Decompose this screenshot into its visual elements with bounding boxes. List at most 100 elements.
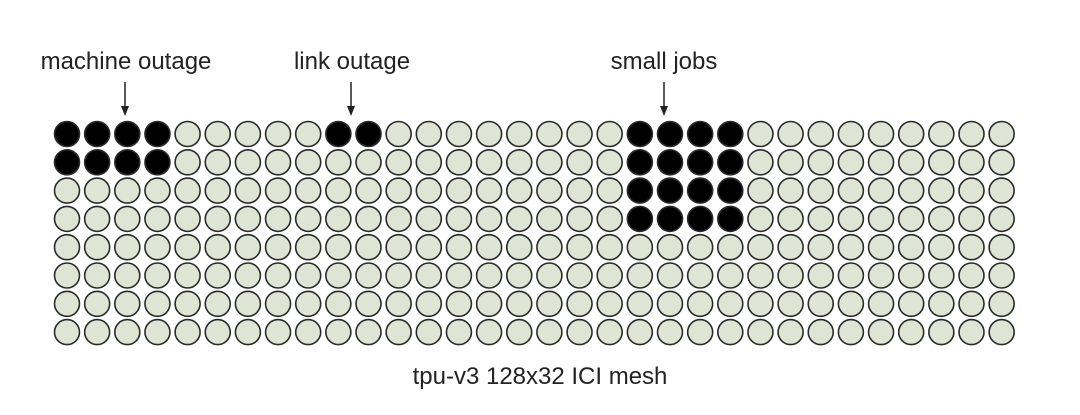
mesh-node: [475, 290, 503, 318]
mesh-node: [475, 262, 503, 289]
mesh-node-machine-outage: [114, 120, 141, 148]
mesh-node: [837, 318, 865, 346]
mesh-node: [264, 149, 292, 176]
mesh-node: [83, 177, 111, 204]
mesh-node: [294, 318, 322, 346]
mesh-node: [445, 205, 473, 233]
mesh-caption: tpu-v3 128x32 ICI mesh: [413, 363, 668, 390]
mesh-node: [355, 177, 382, 204]
mesh-node: [837, 177, 865, 204]
mesh-node: [234, 318, 262, 346]
mesh-node: [536, 262, 563, 289]
mesh-node: [83, 262, 111, 289]
link-outage-label: link outage: [294, 48, 410, 75]
mesh-node: [415, 205, 443, 233]
mesh-node-small-jobs: [626, 120, 654, 148]
mesh-node: [475, 205, 503, 233]
mesh-node: [355, 205, 382, 233]
mesh-node: [385, 120, 412, 148]
mesh-node: [204, 205, 232, 233]
small-jobs-arrow: [660, 82, 668, 116]
mesh-node: [505, 262, 533, 289]
mesh-node: [897, 120, 925, 148]
mesh-node: [596, 233, 624, 261]
mesh-node: [505, 177, 533, 204]
mesh-node: [264, 290, 292, 318]
mesh-node: [114, 318, 141, 346]
mesh-node: [837, 233, 865, 261]
mesh-node: [656, 262, 684, 289]
mesh-node: [325, 318, 352, 346]
mesh-node: [536, 149, 563, 176]
mesh-node: [294, 205, 322, 233]
mesh-node: [355, 262, 382, 289]
mesh-node: [505, 120, 533, 148]
mesh-node: [114, 290, 141, 318]
mesh-node: [445, 149, 473, 176]
mesh-node: [807, 120, 835, 148]
mesh-node: [566, 149, 593, 176]
mesh-node: [536, 318, 563, 346]
mesh-node: [747, 233, 774, 261]
mesh-node: [897, 205, 925, 233]
mesh-node: [505, 149, 533, 176]
mesh-node: [566, 120, 593, 148]
mesh-node: [174, 120, 201, 148]
mesh-node: [686, 233, 714, 261]
mesh-node: [928, 262, 955, 289]
mesh-node: [747, 290, 774, 318]
mesh-node: [234, 262, 262, 289]
mesh-node: [626, 290, 654, 318]
mesh-node: [204, 290, 232, 318]
mesh-node: [656, 233, 684, 261]
mesh-node: [415, 149, 443, 176]
mesh-node: [174, 205, 201, 233]
mesh-node: [777, 177, 804, 204]
mesh-node: [626, 262, 654, 289]
mesh-node: [867, 233, 895, 261]
mesh-node: [566, 233, 593, 261]
mesh-node: [325, 290, 352, 318]
mesh-node: [325, 233, 352, 261]
mesh-node: [867, 318, 895, 346]
mesh-node: [355, 233, 382, 261]
mesh-node-machine-outage: [53, 149, 81, 176]
mesh-node: [445, 318, 473, 346]
mesh-node: [807, 290, 835, 318]
mesh-node: [505, 233, 533, 261]
mesh-node: [53, 233, 81, 261]
mesh-node: [204, 233, 232, 261]
mesh-node: [777, 120, 804, 148]
mesh-node: [807, 149, 835, 176]
mesh-node: [716, 233, 744, 261]
mesh-node: [807, 205, 835, 233]
mesh-node: [897, 177, 925, 204]
mesh-node: [596, 205, 624, 233]
mesh-node: [596, 120, 624, 148]
mesh-node-machine-outage: [114, 149, 141, 176]
mesh-node: [475, 120, 503, 148]
mesh-node: [204, 149, 232, 176]
small-jobs-label: small jobs: [611, 48, 718, 75]
mesh-node: [988, 149, 1015, 176]
mesh-node: [325, 177, 352, 204]
mesh-node: [415, 318, 443, 346]
mesh-node: [264, 177, 292, 204]
mesh-node: [144, 233, 171, 261]
mesh-node: [415, 233, 443, 261]
mesh-node: [867, 290, 895, 318]
mesh-node: [626, 233, 654, 261]
mesh-node: [83, 233, 111, 261]
mesh-node: [928, 149, 955, 176]
mesh-node: [747, 177, 774, 204]
mesh-node: [174, 262, 201, 289]
mesh-node: [385, 177, 412, 204]
mesh-node-small-jobs: [686, 120, 714, 148]
mesh-node: [596, 290, 624, 318]
mesh-node: [264, 318, 292, 346]
mesh-node: [928, 318, 955, 346]
mesh-node: [958, 205, 985, 233]
mesh-node: [777, 149, 804, 176]
link-outage-arrow: [347, 82, 355, 116]
mesh-node: [867, 205, 895, 233]
